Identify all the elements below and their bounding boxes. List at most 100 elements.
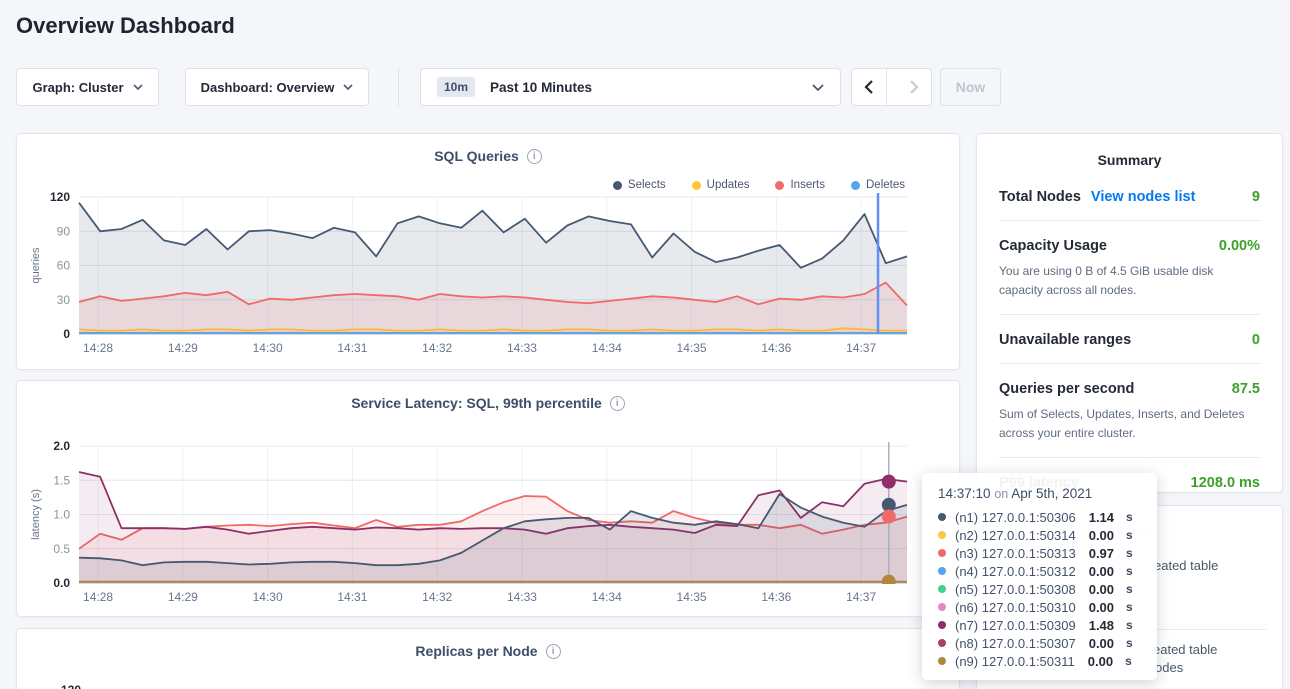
tooltip-header: 14:37:10 on Apr 5th, 2021 (938, 486, 1141, 501)
chart-hover-tooltip: 14:37:10 on Apr 5th, 2021 (n1) 127.0.0.1… (922, 473, 1157, 680)
summary-row-capacity: Capacity Usage 0.00% You are using 0 B o… (999, 221, 1260, 316)
info-icon[interactable]: i (609, 395, 625, 411)
legend-item-deletes[interactable]: Deletes (851, 179, 905, 191)
node-color-dot (938, 603, 946, 611)
y-tick-label: 30 (57, 293, 71, 307)
x-tick-label: 14:30 (253, 590, 283, 604)
chevron-right-icon (909, 80, 919, 94)
legend-label: Inserts (790, 179, 825, 191)
tooltip-node-label: (n5) 127.0.0.1:50308 (955, 581, 1076, 597)
sql-queries-card: SQL Queries i Selects Updates Inserts Delet… (16, 133, 960, 370)
time-range-label: Past 10 Minutes (490, 79, 593, 95)
legend-item-inserts[interactable]: Inserts (775, 179, 825, 191)
x-tick-label: 14:28 (83, 590, 113, 604)
tooltip-node-unit: s (1126, 582, 1133, 596)
legend-item-updates[interactable]: Updates (691, 179, 749, 191)
tooltip-node-unit: s (1126, 546, 1133, 560)
summary-row-qps: Queries per second 87.5 Sum of Selects, … (999, 364, 1260, 459)
tooltip-date: Apr 5th, 2021 (1011, 486, 1093, 501)
summary-panel: Summary Total Nodes View nodes list 9 Ca… (976, 133, 1283, 493)
y-tick-label: 2.0 (53, 439, 70, 453)
graph-selector-button[interactable]: Graph: Cluster (16, 68, 159, 106)
qps-value: 87.5 (1231, 381, 1260, 398)
legend-dot (775, 180, 785, 190)
time-nav-group (851, 68, 932, 106)
node-color-dot (938, 621, 946, 629)
x-tick-label: 14:33 (507, 341, 537, 355)
service-latency-chart[interactable]: 14:28 14:29 14:30 14:31 14:32 14:33 14:34 14:35… (17, 381, 961, 618)
replicas-per-node-card: Replicas per Node i 120 (16, 628, 960, 689)
info-icon[interactable]: i (545, 643, 561, 659)
tooltip-node-unit: s (1125, 654, 1132, 668)
y-axis-label: latency (s) (30, 489, 42, 540)
capacity-label: Capacity Usage (999, 238, 1107, 254)
capacity-value: 0.00% (1218, 238, 1260, 254)
node-color-dot (938, 639, 946, 647)
capacity-description: You are using 0 B of 4.5 GiB usable disk… (999, 264, 1214, 297)
legend-dot (691, 180, 701, 190)
chart-title: Service Latency: SQL, 99th percentile (351, 395, 602, 411)
x-tick-label: 14:36 (761, 590, 791, 604)
tooltip-row: (n3) 127.0.0.1:50313 0.97 s (938, 544, 1141, 562)
y-tick-label: 120 (50, 190, 70, 204)
chevron-down-icon (812, 83, 824, 91)
x-tick-label: 14:30 (253, 341, 283, 355)
summary-row-unavailable: Unavailable ranges 0 (999, 315, 1260, 365)
legend-label: Deletes (866, 179, 905, 191)
chart-legend: Selects Updates Inserts Deletes (612, 179, 905, 191)
tooltip-node-unit: s (1126, 564, 1133, 578)
event-text-fragment[interactable]: eated table (1153, 642, 1218, 657)
tooltip-rows: (n1) 127.0.0.1:50306 1.14 s (n2) 127.0.0.1:… (938, 508, 1141, 670)
time-range-selector[interactable]: 10m Past 10 Minutes (420, 68, 841, 106)
unavailable-ranges-label: Unavailable ranges (999, 332, 1132, 349)
x-tick-label: 14:29 (168, 590, 198, 604)
summary-row-total-nodes: Total Nodes View nodes list 9 (999, 172, 1260, 221)
event-text-fragment[interactable]: odes (1155, 660, 1184, 675)
chevron-left-icon (864, 80, 873, 94)
tooltip-node-value: 0.00 (1088, 581, 1115, 597)
now-button[interactable]: Now (940, 68, 1001, 106)
tooltip-row: (n1) 127.0.0.1:50306 1.14 s (938, 508, 1141, 526)
tooltip-node-unit: s (1126, 510, 1133, 524)
tooltip-row: (n2) 127.0.0.1:50314 0.00 s (938, 526, 1141, 544)
node-color-dot (938, 549, 946, 557)
qps-label: Queries per second (999, 381, 1135, 398)
next-time-button[interactable] (896, 69, 931, 105)
event-text-fragment[interactable]: eated table (1154, 558, 1219, 573)
y-tick-label: 1.0 (53, 508, 70, 522)
legend-dot (851, 180, 860, 190)
legend-item-selects[interactable]: Selects (612, 179, 666, 191)
info-icon[interactable]: i (526, 148, 542, 164)
controls-divider (398, 68, 399, 106)
tooltip-node-label: (n1) 127.0.0.1:50306 (955, 509, 1076, 525)
dashboard-selector-button[interactable]: Dashboard: Overview (185, 68, 369, 106)
chevron-down-icon (132, 84, 143, 90)
tooltip-row: (n9) 127.0.0.1:50311 0.00 s (938, 652, 1141, 670)
x-tick-label: 14:37 (846, 590, 876, 604)
tooltip-node-unit: s (1126, 636, 1133, 650)
x-tick-label: 14:36 (761, 341, 791, 355)
legend-label: Selects (627, 179, 666, 191)
summary-title: Summary (1097, 152, 1162, 168)
tooltip-row: (n4) 127.0.0.1:50312 0.00 s (938, 562, 1141, 580)
dashboard-selector-label: Dashboard: Overview (200, 79, 335, 95)
view-nodes-list-link[interactable]: View nodes list (1090, 189, 1196, 205)
y-tick-label: 0 (63, 327, 70, 341)
sql-queries-chart[interactable]: 14:28 14:29 14:30 14:31 14:32 14:33 14:34 14:35… (17, 134, 961, 371)
x-tick-label: 14:34 (592, 590, 622, 604)
tooltip-on-word: on (994, 487, 1009, 501)
y-tick-label: 90 (57, 224, 71, 238)
y-tick-label: 0.0 (53, 576, 70, 590)
legend-dot (612, 180, 622, 190)
node-color-dot (938, 531, 946, 539)
y-axis-top-label: 120 (61, 683, 81, 689)
total-nodes-value: 9 (1251, 189, 1260, 205)
p99-latency-value: 1208.0 ms (1190, 475, 1260, 492)
page-title: Overview Dashboard (16, 13, 235, 38)
prev-time-button[interactable] (852, 69, 888, 105)
tooltip-node-value: 1.48 (1088, 617, 1115, 633)
x-tick-label: 14:35 (677, 341, 707, 355)
x-tick-label: 14:34 (592, 341, 622, 355)
x-tick-label: 14:37 (846, 341, 876, 355)
node-color-dot (938, 585, 946, 593)
